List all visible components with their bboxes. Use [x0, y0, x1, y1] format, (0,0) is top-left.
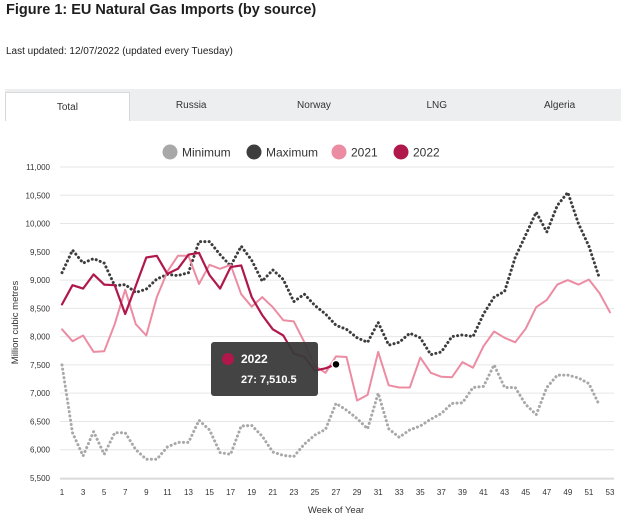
y-tick-label: 10,000 — [26, 220, 51, 229]
chart-tooltip: 2022 27: 7,510.5 — [211, 342, 318, 396]
last-updated-note: Last updated: 12/07/2022 (updated every … — [6, 46, 233, 57]
x-tick-label: 29 — [353, 488, 362, 497]
tab-norway[interactable]: Norway — [297, 99, 331, 111]
y-tick-label: 11,000 — [26, 163, 50, 172]
legend-marker — [393, 144, 409, 160]
series-line-2021 — [61, 254, 611, 402]
y-tick-label: 7,000 — [30, 389, 51, 398]
x-axis-label: Week of Year — [308, 505, 364, 516]
legend-label: Maximum — [266, 146, 318, 160]
series-line-minimum — [60, 363, 601, 461]
series-line-maximum — [60, 190, 601, 357]
legend-marker — [246, 144, 262, 160]
x-tick-label: 25 — [310, 488, 319, 497]
tab-algeria[interactable]: Algeria — [544, 99, 576, 111]
tooltip-series-name: 2022 — [241, 352, 268, 366]
x-axis-ticks: 1 3 5 7 9 11 13 15 17 19 21 23 25 27 29 31 33 35 37 39 41 43 4… — [60, 488, 615, 497]
x-tick-label: 39 — [458, 488, 467, 497]
y-tick-label: 9,000 — [30, 276, 51, 285]
hover-point-marker — [331, 359, 341, 370]
legend-label: 2021 — [351, 146, 378, 160]
chart-gridlines — [60, 166, 614, 479]
tab-lng[interactable]: LNG — [426, 99, 448, 111]
x-tick-label: 7 — [123, 488, 128, 497]
x-tick-label: 9 — [144, 488, 149, 497]
x-tick-label: 5 — [102, 488, 107, 497]
legend-label: 2022 — [413, 146, 440, 160]
x-tick-label: 37 — [437, 488, 446, 497]
x-tick-label: 33 — [395, 488, 404, 497]
y-tick-label: 6,000 — [30, 446, 51, 455]
x-tick-label: 15 — [205, 488, 214, 497]
x-tick-label: 49 — [563, 488, 572, 497]
chart-series — [60, 190, 611, 461]
x-tick-label: 53 — [606, 488, 615, 497]
y-tick-label: 6,500 — [30, 417, 51, 426]
legend-marker — [162, 144, 178, 160]
y-axis-label: Million cubic metres — [10, 281, 21, 365]
y-tick-label: 8,500 — [30, 304, 51, 313]
tab-russia[interactable]: Russia — [175, 99, 207, 111]
legend-label: Minimum — [182, 146, 231, 160]
chart-legend: Minimum Maximum 2021 2022 — [162, 144, 440, 160]
y-tick-label: 8,000 — [30, 333, 51, 342]
x-tick-label: 19 — [247, 488, 256, 497]
y-tick-label: 10,500 — [26, 191, 51, 200]
x-tick-label: 1 — [60, 488, 65, 497]
x-tick-label: 43 — [500, 488, 509, 497]
y-axis-ticks: 5,500 6,000 6,500 7,000 7,500 8,000 8,500 9,000… — [26, 163, 51, 483]
x-tick-label: 47 — [542, 488, 551, 497]
tooltip-box — [211, 342, 318, 396]
page-title: Figure 1: EU Natural Gas Imports (by sou… — [6, 2, 317, 18]
source-tabs: Total Russia Norway LNG Algeria — [5, 89, 621, 121]
x-tick-label: 3 — [81, 488, 86, 497]
y-tick-label: 5,500 — [30, 474, 51, 483]
y-tick-label: 9,500 — [30, 248, 51, 257]
x-tick-label: 11 — [163, 488, 172, 497]
x-tick-label: 31 — [374, 488, 383, 497]
x-tick-label: 21 — [268, 488, 277, 497]
tooltip-series-dot — [222, 353, 234, 365]
x-tick-label: 35 — [416, 488, 425, 497]
x-tick-label: 27 — [332, 488, 341, 497]
x-tick-label: 23 — [289, 488, 298, 497]
y-tick-label: 7,500 — [30, 361, 51, 370]
legend-marker — [331, 144, 347, 160]
x-tick-label: 13 — [184, 488, 193, 497]
tab-total[interactable]: Total — [5, 92, 130, 121]
x-tick-label: 41 — [479, 488, 488, 497]
x-tick-label: 51 — [584, 488, 593, 497]
x-tick-label: 45 — [521, 488, 530, 497]
x-tick-label: 17 — [226, 488, 235, 497]
tooltip-value: 27: 7,510.5 — [241, 374, 297, 386]
